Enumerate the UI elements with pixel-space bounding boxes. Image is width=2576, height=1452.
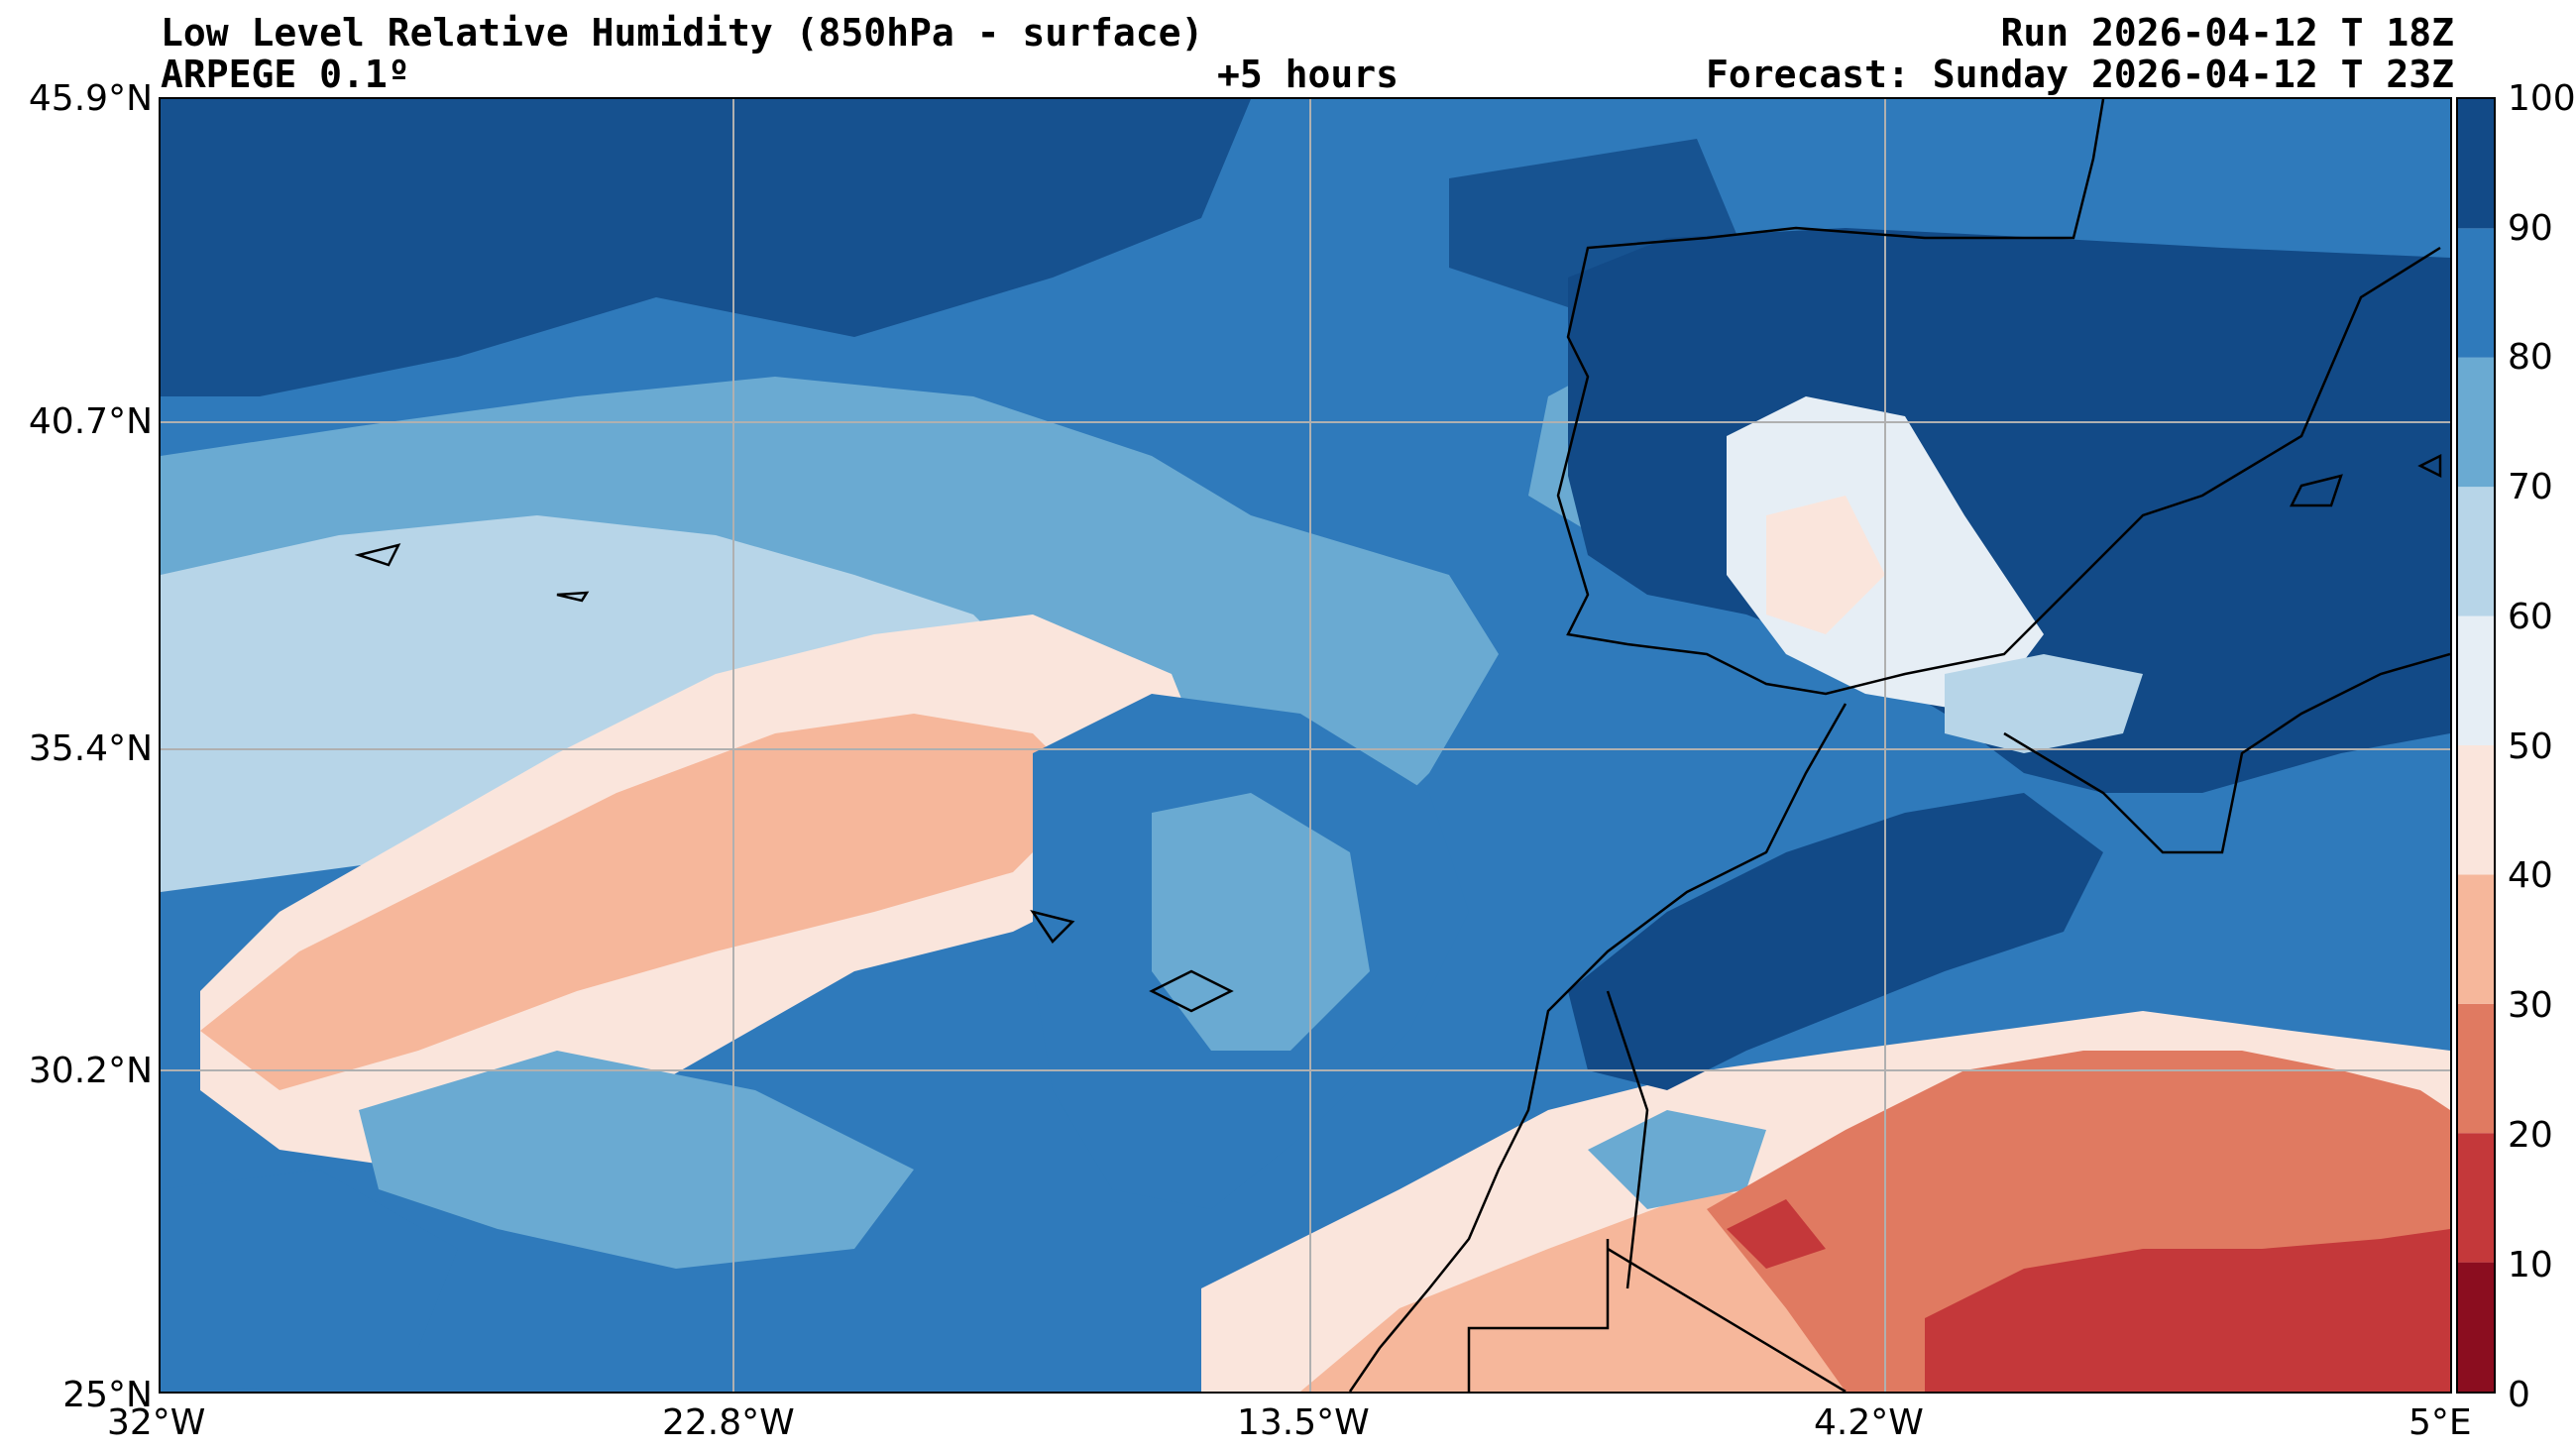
colorbar-tick-100: 100 <box>2508 78 2576 119</box>
colorbar-tick-90: 90 <box>2508 208 2553 249</box>
forecast-time: Forecast: Sunday 2026-04-12 T 23Z <box>1706 53 2454 96</box>
humidity-canary-inner <box>1152 793 1370 1051</box>
lead-time: +5 hours <box>1217 53 1400 96</box>
colorbar-swatch-40-50 <box>2458 745 2494 875</box>
lat-label-45-9: 45.9°N <box>28 78 153 119</box>
lat-label-30-2: 30.2°N <box>28 1051 153 1091</box>
colorbar-tick-30: 30 <box>2508 985 2553 1026</box>
humidity-atlas-patch <box>1588 1110 1766 1209</box>
humidity-map[interactable] <box>159 97 2452 1394</box>
lon-label-22-8w: 22.8°W <box>662 1402 795 1443</box>
colorbar-tick-0: 0 <box>2508 1375 2530 1415</box>
map-canvas <box>161 99 2450 1392</box>
humidity-morocco-moist <box>1568 793 2103 1090</box>
humidity-southwest-moist <box>161 1170 458 1392</box>
colorbar-tick-70: 70 <box>2508 467 2553 507</box>
graticule <box>161 99 2450 1392</box>
colorbar-tick-10: 10 <box>2508 1245 2553 1285</box>
humidity-iberia-moist <box>1568 228 2450 793</box>
colorbar-swatch-30-40 <box>2458 874 2494 1004</box>
humidity-very-high-north <box>161 99 1251 396</box>
humidity-subtropical-core <box>200 714 1092 1090</box>
lon-label-32w: 32°W <box>107 1402 206 1443</box>
colorbar-tick-60: 60 <box>2508 597 2553 637</box>
map-title: Low Level Relative Humidity (850hPa - su… <box>161 11 1204 55</box>
lat-label-25: 25°N <box>62 1375 153 1415</box>
run-time: Run 2026-04-12 T 18Z <box>2000 11 2454 55</box>
lon-label-13-5w: 13.5°W <box>1237 1402 1370 1443</box>
coastlines <box>354 99 2450 1392</box>
colorbar-swatches <box>2458 99 2494 1392</box>
humidity-sahara-very-dry <box>1925 1229 2450 1392</box>
humidity-dry-spot <box>1727 1199 1826 1269</box>
lat-label-35-4: 35.4°N <box>28 728 153 769</box>
colorbar-swatch-0-10 <box>2458 1262 2494 1392</box>
colorbar-swatch-70-80 <box>2458 357 2494 488</box>
humidity-alboran <box>1945 654 2143 753</box>
colorbar-tick-20: 20 <box>2508 1115 2553 1156</box>
colorbar-tick-50: 50 <box>2508 726 2553 767</box>
colorbar-swatch-90-100 <box>2458 99 2494 229</box>
humidity-filament-south <box>359 1051 914 1269</box>
lat-label-40-7: 40.7°N <box>28 401 153 442</box>
colorbar-tick-40: 40 <box>2508 855 2553 896</box>
lon-label-5e: 5°E <box>2408 1402 2472 1443</box>
colorbar <box>2456 97 2496 1394</box>
colorbar-swatch-10-20 <box>2458 1133 2494 1263</box>
colorbar-swatch-20-30 <box>2458 1003 2494 1134</box>
colorbar-swatch-50-60 <box>2458 615 2494 745</box>
colorbar-swatch-80-90 <box>2458 228 2494 358</box>
lon-label-4-2w: 4.2°W <box>1814 1402 1924 1443</box>
colorbar-tick-80: 80 <box>2508 337 2553 378</box>
humidity-iberia-dry-spot <box>1766 496 1885 634</box>
model-name: ARPEGE 0.1º <box>161 53 410 96</box>
colorbar-swatch-60-70 <box>2458 487 2494 616</box>
